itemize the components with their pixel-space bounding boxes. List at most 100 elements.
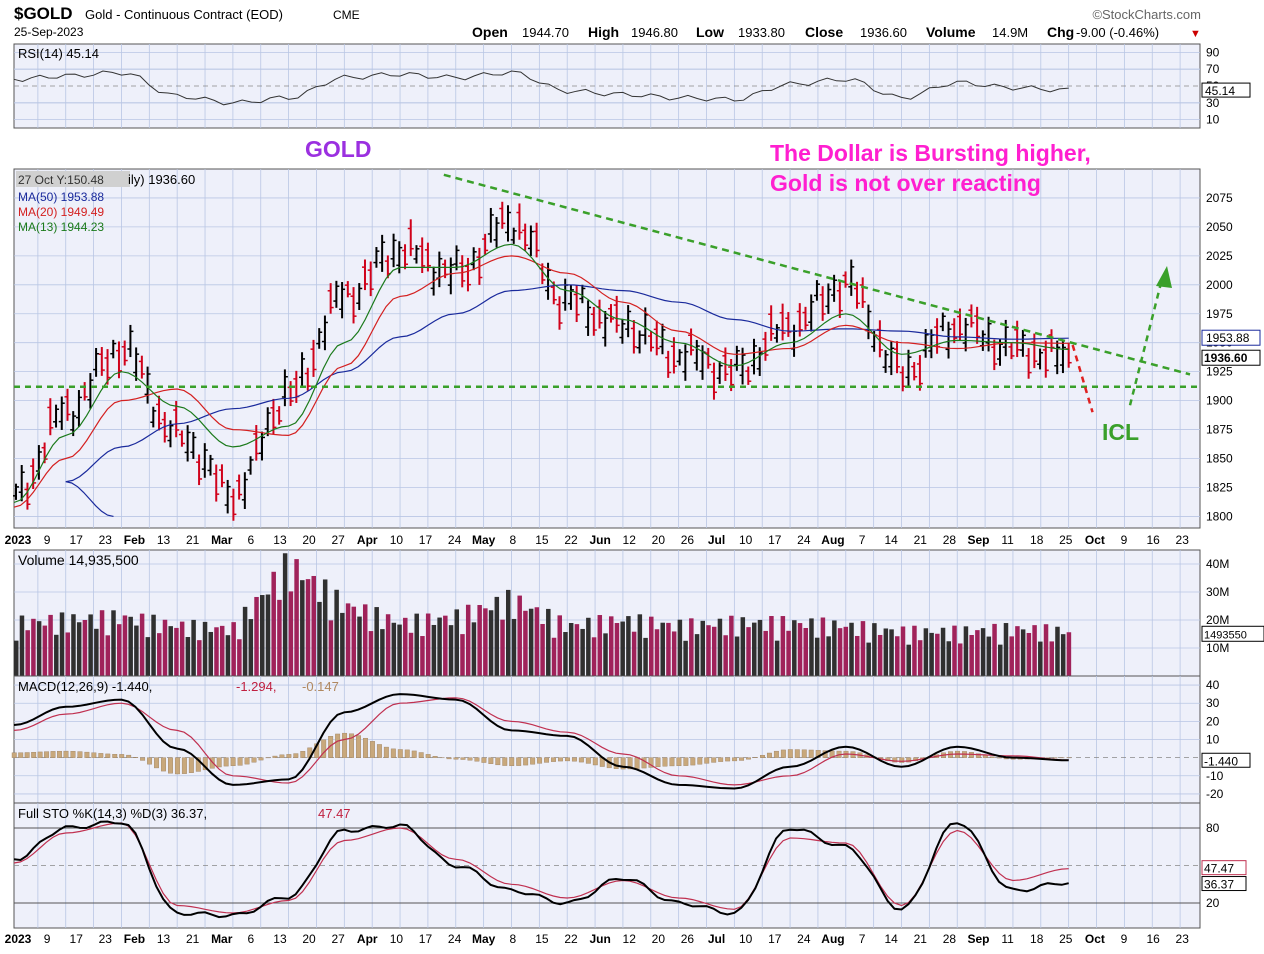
x-axis-bottom-label: 28 <box>943 932 957 946</box>
x-axis-bottom-label: 9 <box>44 932 51 946</box>
volume-bar <box>975 630 980 676</box>
macd-histogram-bar <box>725 757 731 762</box>
sto-tick-label: 20 <box>1206 896 1220 910</box>
macd-histogram-bar <box>718 757 724 762</box>
x-axis-top-label: 10 <box>739 533 753 547</box>
x-axis-top-label: 12 <box>623 533 637 547</box>
x-axis-bottom-label: 26 <box>681 932 695 946</box>
macd-histogram-bar <box>975 753 981 758</box>
chart-date: 25-Sep-2023 <box>14 25 84 39</box>
macd-signal-line <box>13 697 1069 786</box>
macd-histogram-bar <box>216 757 222 768</box>
low-value: 1933.80 <box>738 25 785 40</box>
volume-bar <box>465 604 471 676</box>
x-axis-bottom-label: 13 <box>273 932 287 946</box>
volume-bar <box>832 620 837 676</box>
macd-histogram-bar <box>906 757 912 763</box>
volume-bar <box>65 632 70 676</box>
x-axis-top-label: 17 <box>70 533 84 547</box>
volume-bar <box>403 617 408 676</box>
price-tick-label: 2025 <box>1206 249 1233 263</box>
close-value: 1936.60 <box>860 25 907 40</box>
volume-bar <box>763 630 768 676</box>
macd-histogram-bar <box>57 750 62 758</box>
macd-histogram-bar <box>669 757 675 767</box>
x-axis-bottom-label: May <box>472 932 496 946</box>
volume-bar <box>25 630 30 676</box>
macd-tick-label: -20 <box>1206 787 1224 801</box>
macd-tick-label: 30 <box>1206 696 1220 710</box>
volume-bar <box>620 621 625 676</box>
projection-arrowhead-icon <box>1156 266 1172 288</box>
volume-bar <box>294 559 299 676</box>
volume-bar <box>523 610 528 676</box>
chart-title-gold: GOLD <box>305 136 371 162</box>
macd-histogram-bar <box>209 757 215 769</box>
volume-bar <box>1009 636 1014 676</box>
x-axis-bottom-label: 27 <box>331 932 345 946</box>
volume-bar <box>282 553 288 676</box>
x-axis-top-label: 8 <box>509 533 516 547</box>
macd-histogram-bar <box>11 752 17 758</box>
macd-histogram-bar <box>70 751 76 758</box>
volume-bar <box>814 637 820 676</box>
macd-histogram-bar <box>481 757 487 763</box>
macd-histogram-bar <box>37 751 43 758</box>
volume-bar <box>568 623 574 676</box>
volume-bar <box>437 617 442 676</box>
volume-bar <box>460 634 465 676</box>
macd-histogram-bar <box>655 757 661 768</box>
macd-histogram-bar <box>383 746 389 758</box>
volume-bar <box>380 629 385 676</box>
macd-histogram-bar <box>509 757 515 767</box>
x-axis-bottom-label: Jun <box>589 932 610 946</box>
volume-bar <box>889 629 894 676</box>
volume-bar <box>534 607 540 676</box>
volume-bar <box>597 615 603 676</box>
macd-histogram-bar <box>732 757 738 762</box>
price-tick-label: 2050 <box>1206 220 1233 234</box>
volume-bar <box>374 607 379 676</box>
volume-value: 14.9M <box>992 25 1028 40</box>
x-axis-bottom-label: 7 <box>859 932 866 946</box>
symbol: $GOLD <box>14 4 73 23</box>
macd-histogram-bar <box>794 749 800 758</box>
volume-bar <box>860 621 866 676</box>
macd-histogram-bar <box>801 749 807 758</box>
volume-bar <box>689 618 694 676</box>
volume-bar <box>214 627 219 676</box>
volume-bar <box>500 619 505 676</box>
volume-bar <box>157 633 162 676</box>
volume-bar <box>340 612 345 676</box>
price-tick-label: 2075 <box>1206 191 1233 205</box>
volume-bar <box>677 619 683 676</box>
x-axis-top-label: 21 <box>914 533 928 547</box>
legend-price: ily) 1936.60 <box>128 172 195 187</box>
x-axis-top-label: 17 <box>419 533 433 547</box>
volume-bar <box>511 618 517 676</box>
resistance-trendline <box>443 173 1191 376</box>
volume-bar <box>826 636 831 676</box>
sto-label: Full STO %K(14,3) %D(3) 36.37, <box>18 806 207 821</box>
macd-histogram-bar <box>258 757 264 761</box>
macd-histogram-bar <box>773 750 779 758</box>
x-axis-bottom-label: Mar <box>211 932 233 946</box>
volume-bar <box>631 631 637 676</box>
macd-histogram-bar <box>592 757 598 766</box>
volume-bar <box>586 617 591 676</box>
volume-bar <box>494 596 500 676</box>
x-axis-top-label: Sep <box>967 533 989 547</box>
volume-bar <box>683 640 688 676</box>
volume-bar <box>711 626 717 676</box>
macd-histogram-bar <box>711 757 717 763</box>
x-axis-top-label: 6 <box>248 533 255 547</box>
volume-bar <box>260 595 265 676</box>
volume-bar <box>952 625 957 676</box>
volume-bar <box>328 620 334 676</box>
x-axis-bottom-label: 23 <box>99 932 113 946</box>
volume-bar <box>197 640 202 676</box>
volume-bar <box>643 637 648 676</box>
macd-tick-label: 10 <box>1206 733 1220 747</box>
sto-d-value-box <box>1201 860 1247 876</box>
volume-bar <box>980 628 986 676</box>
